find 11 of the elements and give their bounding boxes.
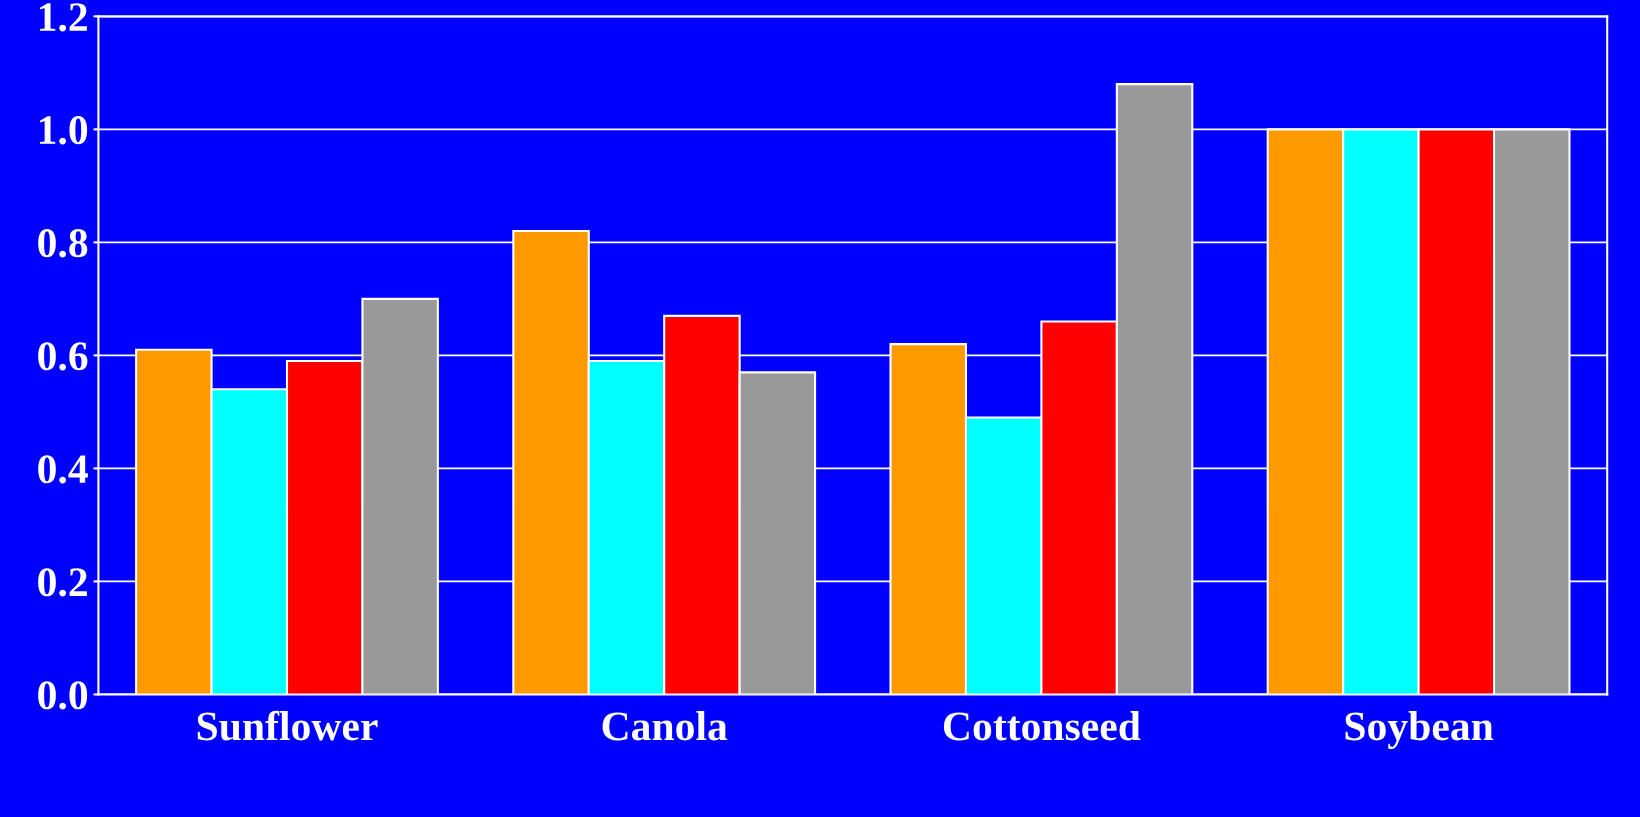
y-tick-label: 0.6 [38,342,88,371]
y-tick-label: 0.4 [38,455,88,484]
y-tick-label: 1.2 [39,3,87,32]
x-tick-label: Soybean [1345,711,1494,750]
y-tick-label: 0.8 [38,229,88,258]
y-tick-label: 0.0 [38,681,88,710]
y-tick-label: 1.0 [39,116,88,145]
y-tick-label: 0.2 [38,568,87,597]
x-tick-label: Canola [602,711,728,741]
x-tick-label: Cottonseed [943,711,1141,741]
x-tick-label: Sunflower [197,710,378,741]
